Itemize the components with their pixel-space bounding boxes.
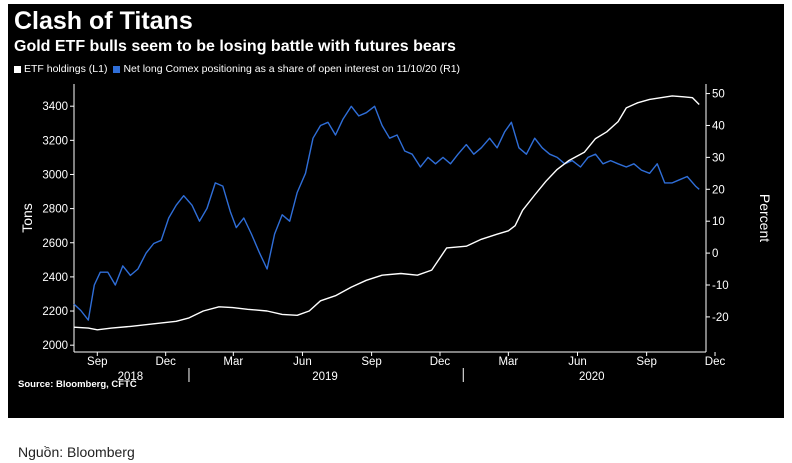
y-right-tick-label: -10	[712, 280, 729, 292]
chart-plot: 2000 2200 2400 2600 2800 3000 3200 3400 -20 -10 0 1…	[19, 84, 773, 383]
x-tick-label: Sep	[87, 356, 107, 368]
chart-legend: ETF holdings (L1) Net long Comex positio…	[14, 62, 466, 76]
y-right-tick-label: 20	[712, 184, 725, 196]
y-axis-right-title: Percent	[757, 194, 773, 242]
x-tick-label: Jun	[568, 356, 587, 368]
y-left-tick-label: 3400	[42, 101, 68, 113]
y-left-tick-label: 2600	[42, 238, 68, 250]
y-right-tick-label: 30	[712, 152, 725, 164]
y-right-tick-label: -20	[712, 312, 729, 324]
source-note: Source: Bloomberg, CFTC	[18, 379, 137, 390]
x-tick-label: Sep	[361, 356, 381, 368]
y-left-tick-label: 2400	[42, 272, 68, 284]
image-caption: Nguồn: Bloomberg	[18, 444, 135, 460]
series-line-comex-net-long	[73, 105, 700, 321]
y-left-tick-label: 3000	[42, 169, 68, 181]
legend-label-etf: ETF holdings (L1)	[24, 63, 108, 75]
x-year-label: 2019	[312, 371, 338, 383]
y-right-tick-label: 0	[712, 248, 718, 260]
legend-item-comex: Net long Comex positioning as a share of…	[113, 63, 460, 75]
y-axis-left-title: Tons	[19, 203, 35, 233]
x-tick-label: Dec	[155, 356, 176, 368]
x-tick-label: Dec	[430, 356, 451, 368]
x-year-label: 2018	[118, 371, 144, 383]
x-tick-label: Mar	[223, 356, 243, 368]
chart-panel: Clash of Titans Gold ETF bulls seem to b…	[8, 4, 784, 418]
chart-title: Clash of Titans	[14, 7, 193, 35]
legend-item-etf: ETF holdings (L1)	[14, 63, 107, 75]
y-right-tick-label: 40	[712, 120, 725, 132]
y-right-tick-label: 50	[712, 89, 725, 101]
y-left-tick-label: 2000	[42, 340, 68, 352]
x-tick-label: Sep	[636, 356, 656, 368]
y-left-tick-label: 3200	[42, 135, 68, 147]
x-tick-label: Dec	[705, 356, 726, 368]
y-left-tick-label: 2200	[42, 306, 68, 318]
x-tick-label: Mar	[498, 356, 518, 368]
chart-subtitle: Gold ETF bulls seem to be losing battle …	[14, 38, 456, 55]
series-line-etf-holdings	[73, 95, 700, 331]
legend-label-comex: Net long Comex positioning as a share of…	[123, 63, 461, 75]
legend-swatch-etf	[14, 65, 21, 73]
x-tick-label: Jun	[293, 356, 312, 368]
y-right-tick-label: 10	[712, 216, 725, 228]
x-year-label: 2020	[579, 371, 605, 383]
y-left-tick-label: 2800	[42, 204, 68, 216]
legend-swatch-comex	[113, 65, 121, 73]
